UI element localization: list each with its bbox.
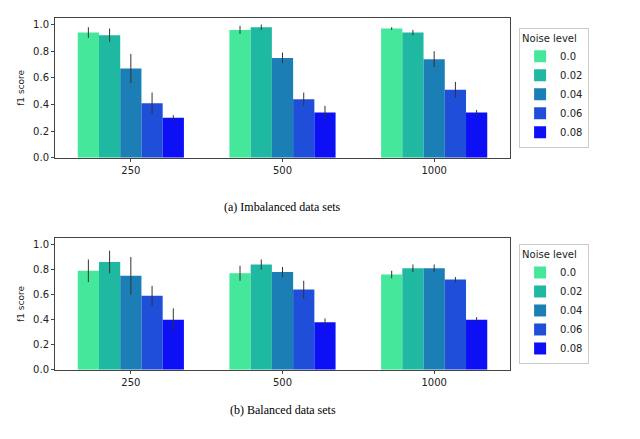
svg-text:500: 500 bbox=[273, 165, 292, 176]
svg-text:0.0: 0.0 bbox=[560, 51, 576, 62]
svg-text:0.4: 0.4 bbox=[33, 314, 49, 325]
svg-text:250: 250 bbox=[121, 377, 140, 388]
svg-text:f1 score: f1 score bbox=[16, 286, 26, 322]
svg-text:0.08: 0.08 bbox=[560, 127, 582, 138]
svg-text:0.8: 0.8 bbox=[33, 46, 49, 57]
svg-text:0.8: 0.8 bbox=[33, 264, 49, 275]
svg-text:500: 500 bbox=[273, 377, 292, 388]
svg-text:0.06: 0.06 bbox=[560, 324, 582, 335]
svg-text:0.04: 0.04 bbox=[560, 305, 582, 316]
svg-text:0.6: 0.6 bbox=[33, 72, 49, 83]
svg-text:0.08: 0.08 bbox=[560, 343, 582, 354]
svg-text:0.6: 0.6 bbox=[33, 289, 49, 300]
svg-text:(b) Balanced data sets: (b) Balanced data sets bbox=[230, 403, 336, 417]
svg-text:1.0: 1.0 bbox=[33, 239, 49, 250]
svg-text:1.0: 1.0 bbox=[33, 19, 49, 30]
svg-text:0.04: 0.04 bbox=[560, 89, 582, 100]
svg-text:0.0: 0.0 bbox=[560, 267, 576, 278]
svg-text:0.2: 0.2 bbox=[33, 339, 49, 350]
svg-text:1000: 1000 bbox=[421, 377, 446, 388]
svg-text:(a) Imbalanced data sets: (a) Imbalanced data sets bbox=[224, 200, 341, 214]
svg-text:0.06: 0.06 bbox=[560, 108, 582, 119]
svg-text:0.02: 0.02 bbox=[560, 70, 582, 81]
svg-text:f1 score: f1 score bbox=[16, 69, 26, 105]
svg-text:Noise level: Noise level bbox=[522, 249, 577, 260]
svg-text:0.4: 0.4 bbox=[33, 99, 49, 110]
svg-text:0.0: 0.0 bbox=[33, 152, 49, 163]
svg-text:0.2: 0.2 bbox=[33, 126, 49, 137]
svg-text:0.02: 0.02 bbox=[560, 286, 582, 297]
svg-text:250: 250 bbox=[121, 165, 140, 176]
svg-text:1000: 1000 bbox=[421, 165, 446, 176]
svg-text:Noise level: Noise level bbox=[522, 33, 577, 44]
svg-text:0.0: 0.0 bbox=[33, 364, 49, 375]
